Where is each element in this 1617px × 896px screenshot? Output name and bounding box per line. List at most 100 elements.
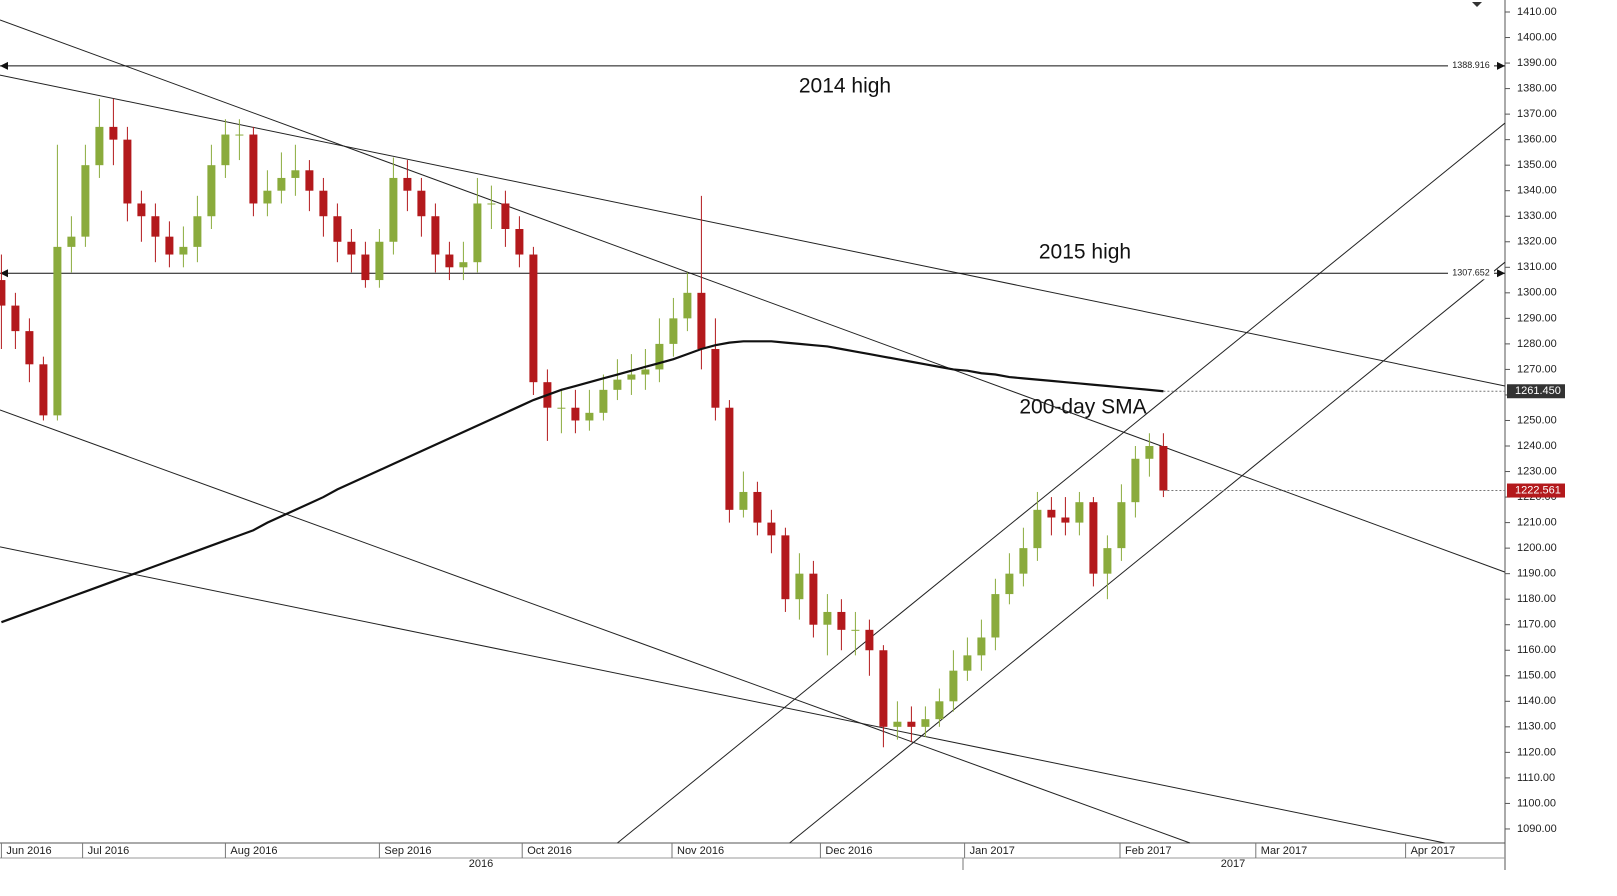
x-tick-label: Jul 2016 xyxy=(88,845,130,857)
y-tick-label: 1310.00 xyxy=(1517,261,1557,273)
candle-body xyxy=(767,522,776,536)
level-label: 1388.916 xyxy=(1452,60,1490,70)
trendline xyxy=(0,74,1506,387)
candle-body xyxy=(557,407,566,409)
candle-body xyxy=(655,343,664,370)
candle-body xyxy=(669,318,678,344)
candle-body xyxy=(641,369,650,375)
candle-body xyxy=(11,305,20,332)
candle-body xyxy=(683,292,692,319)
x-tick-label: Mar 2017 xyxy=(1261,845,1307,857)
trendline xyxy=(0,19,1506,573)
y-tick-label: 1360.00 xyxy=(1517,134,1557,146)
menu-caret[interactable] xyxy=(1472,2,1482,7)
candle-body xyxy=(753,491,762,523)
arrow xyxy=(0,269,8,278)
candle-body xyxy=(319,190,328,217)
annotation: 2015 high xyxy=(1039,241,1131,264)
y-tick-label: 1290.00 xyxy=(1517,312,1557,324)
candle-body xyxy=(599,389,608,413)
candle-body xyxy=(123,139,132,204)
price-label: 1222.561 xyxy=(1515,484,1561,496)
candle-body xyxy=(375,241,384,281)
candle-body xyxy=(851,629,860,631)
y-tick-label: 1270.00 xyxy=(1517,363,1557,375)
candle-body xyxy=(1103,548,1112,574)
candle-body xyxy=(809,573,818,625)
arrow xyxy=(0,61,8,70)
candle-body xyxy=(361,254,370,281)
trendline xyxy=(617,122,1506,844)
candle-body xyxy=(207,165,216,217)
candle-body xyxy=(837,611,846,630)
candle-body xyxy=(1019,548,1028,574)
candle-body xyxy=(81,165,90,237)
candle-body xyxy=(907,721,916,727)
y-tick-label: 1100.00 xyxy=(1517,797,1556,809)
candle-body xyxy=(725,407,734,510)
x-tick-label: Aug 2016 xyxy=(230,845,277,857)
candle-body xyxy=(921,719,930,727)
candle-body xyxy=(501,203,510,230)
trendline xyxy=(789,261,1506,844)
candle-body xyxy=(739,491,748,510)
y-tick-label: 1090.00 xyxy=(1517,823,1557,835)
y-tick-label: 1320.00 xyxy=(1517,236,1557,248)
candle-body xyxy=(249,134,258,204)
candle-body xyxy=(347,241,356,255)
price-box xyxy=(1507,483,1565,498)
candle-body xyxy=(473,203,482,263)
year-label: 2017 xyxy=(1221,858,1245,870)
y-tick-label: 1250.00 xyxy=(1517,414,1557,426)
level-label-bg xyxy=(1448,267,1494,280)
candle-body xyxy=(781,535,790,600)
candle-body xyxy=(263,190,272,204)
level-label-bg xyxy=(1448,59,1494,72)
y-tick-label: 1210.00 xyxy=(1517,517,1557,529)
candle-body xyxy=(795,573,804,600)
candle-body xyxy=(991,594,1000,638)
level-label: 1307.652 xyxy=(1452,268,1490,278)
y-tick-label: 1280.00 xyxy=(1517,338,1557,350)
candle-body xyxy=(25,331,34,365)
y-tick-label: 1110.00 xyxy=(1517,772,1555,784)
y-tick-label: 1180.00 xyxy=(1517,593,1556,605)
candle-body xyxy=(95,126,104,166)
y-tick-label: 1130.00 xyxy=(1517,721,1556,733)
candle-body xyxy=(431,216,440,255)
candle-body xyxy=(1075,502,1084,523)
candle-body xyxy=(0,280,6,306)
y-tick-label: 1230.00 xyxy=(1517,465,1557,477)
candle-body xyxy=(879,650,888,727)
candle-body xyxy=(305,170,314,191)
candle-body xyxy=(893,721,902,727)
candle-body xyxy=(1047,509,1056,518)
x-tick-label: Jan 2017 xyxy=(970,845,1015,857)
x-tick-label: Apr 2017 xyxy=(1411,845,1456,857)
arrow xyxy=(1497,269,1505,278)
candle-body xyxy=(291,170,300,178)
annotation: 200-day SMA xyxy=(1019,396,1146,419)
candle-body xyxy=(949,670,958,702)
x-tick-label: Dec 2016 xyxy=(825,845,872,857)
candle-body xyxy=(39,364,48,416)
trendline xyxy=(0,546,1445,844)
candle-body xyxy=(67,236,76,247)
y-tick-label: 1410.00 xyxy=(1517,6,1557,18)
y-tick-label: 1370.00 xyxy=(1517,108,1557,120)
candle-body xyxy=(1117,502,1126,549)
candle-body xyxy=(865,629,874,651)
candle-body xyxy=(389,177,398,242)
candle-body xyxy=(53,246,62,416)
sma-line xyxy=(1,340,1164,624)
candle-body xyxy=(445,254,454,268)
candle-body xyxy=(487,203,496,205)
candle-body xyxy=(193,216,202,247)
candle-body xyxy=(935,701,944,720)
trendline xyxy=(0,409,1191,844)
candle-body xyxy=(403,177,412,191)
candle-body xyxy=(571,407,580,421)
candle-body xyxy=(711,348,720,408)
candle-body xyxy=(109,126,118,140)
